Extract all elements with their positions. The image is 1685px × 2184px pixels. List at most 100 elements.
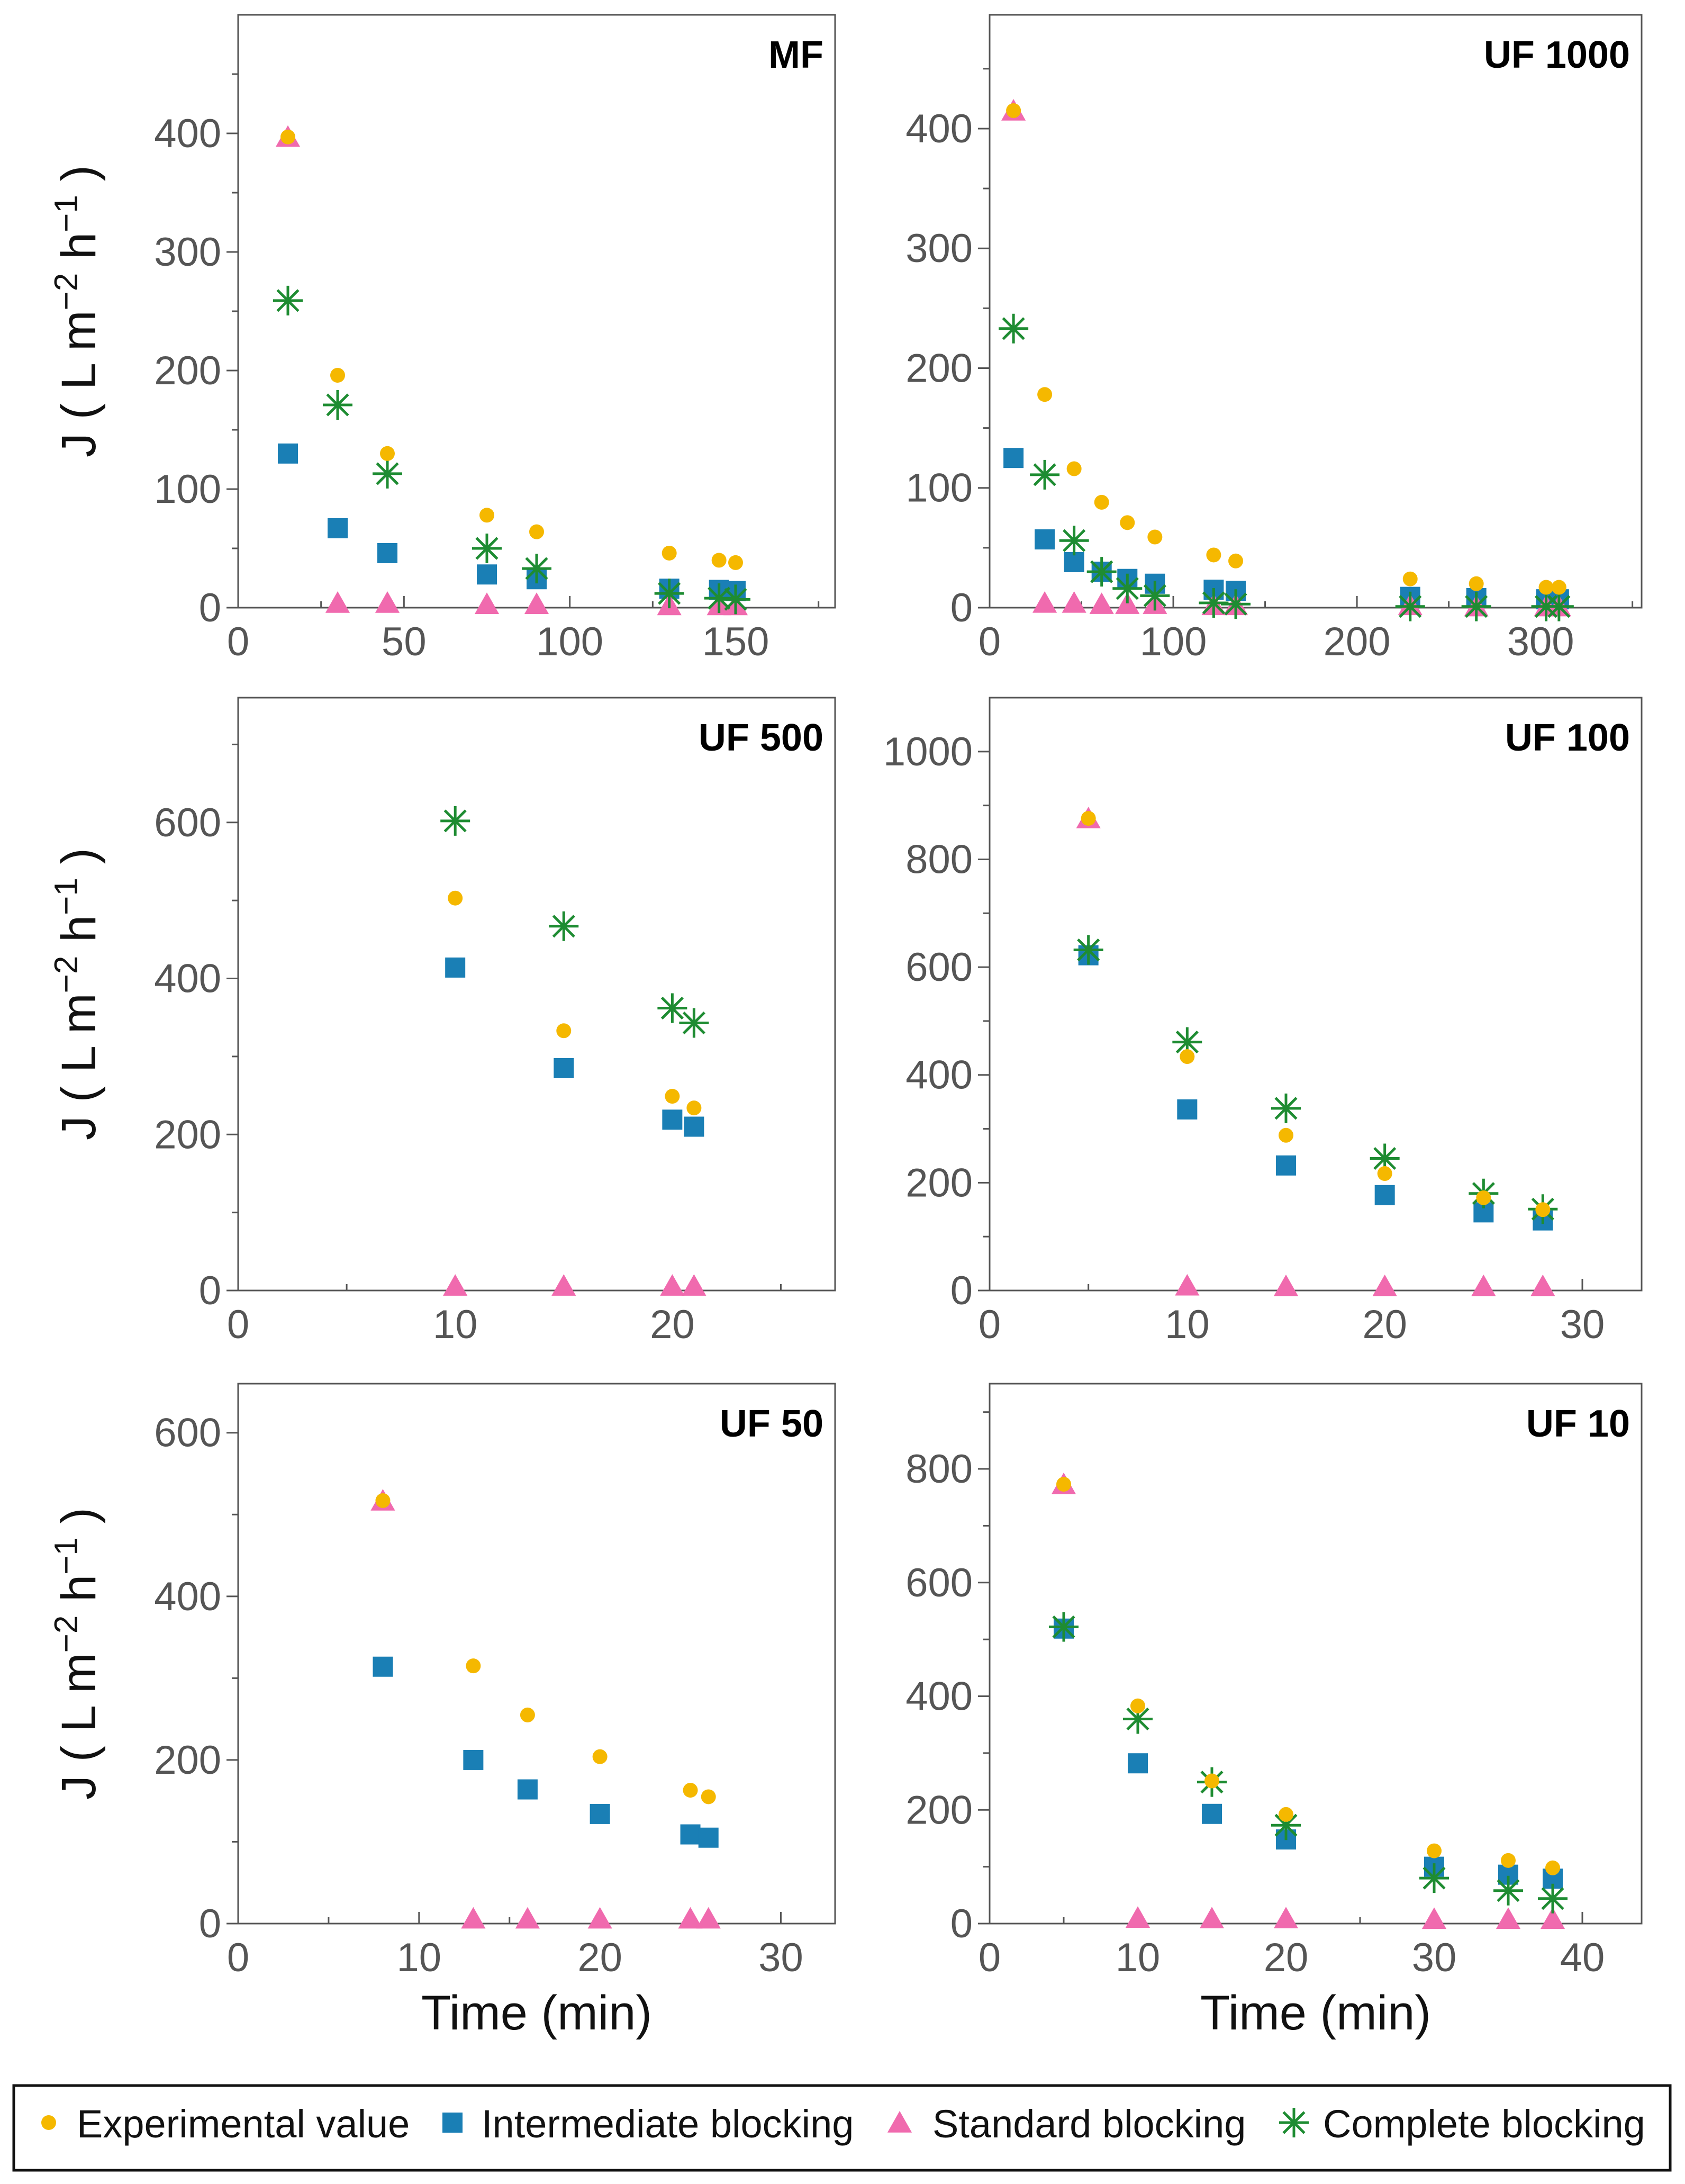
y-tick-label: 0 bbox=[950, 1901, 973, 1946]
experimental-point bbox=[1056, 1477, 1071, 1492]
experimental-point bbox=[1066, 461, 1082, 476]
x-tick-label: 300 bbox=[1507, 619, 1574, 664]
series-standard bbox=[1076, 807, 1555, 1296]
y-tick-label: 200 bbox=[154, 1112, 221, 1157]
y-axis-title: J ( L m−2 h−1 ) bbox=[48, 1508, 106, 1800]
x-tick-label: 20 bbox=[1264, 1935, 1309, 1980]
series-standard bbox=[1001, 99, 1571, 617]
legend-box: Experimental value Intermediate blocking S… bbox=[12, 2084, 1672, 2172]
plot-frame bbox=[237, 1383, 836, 1925]
complete-point bbox=[1059, 526, 1089, 556]
series-standard bbox=[370, 1489, 721, 1929]
series-intermediate bbox=[278, 443, 746, 601]
complete-point bbox=[273, 285, 303, 315]
experimental-point bbox=[662, 545, 677, 561]
x-tick-label: 10 bbox=[433, 1302, 478, 1347]
series-complete bbox=[440, 806, 709, 1038]
standard-point bbox=[1125, 1906, 1150, 1928]
x-tick-label: 20 bbox=[1362, 1302, 1407, 1347]
complete-point bbox=[1049, 1612, 1079, 1642]
x-tick-label: 0 bbox=[227, 619, 249, 664]
experimental-point bbox=[1551, 580, 1566, 595]
plot-frame bbox=[989, 14, 1643, 609]
plot-frame bbox=[989, 1383, 1643, 1925]
intermediate-point bbox=[590, 1803, 610, 1824]
experimental-point bbox=[592, 1749, 608, 1764]
complete-point bbox=[1172, 1027, 1202, 1057]
standard-point bbox=[1372, 1274, 1397, 1296]
x-tick-label: 20 bbox=[650, 1302, 695, 1347]
panel-title: UF 1000 bbox=[1484, 34, 1630, 76]
y-axis-title: J ( L m−2 h−1 ) bbox=[48, 165, 106, 457]
experimental-point bbox=[1081, 811, 1096, 826]
standard-point bbox=[587, 1907, 612, 1929]
x-tick-label: 200 bbox=[1324, 619, 1391, 664]
complete-point bbox=[522, 554, 551, 584]
experimental-point bbox=[683, 1783, 698, 1798]
complete-point bbox=[373, 458, 402, 489]
series-intermediate bbox=[1054, 1618, 1563, 1889]
experimental-point bbox=[280, 129, 295, 145]
y-tick-label: 600 bbox=[154, 800, 221, 845]
experimental-point bbox=[330, 367, 345, 383]
x-axis-title: Time (min) bbox=[1200, 1986, 1431, 2040]
legend-label: Intermediate blocking bbox=[482, 2102, 854, 2146]
y-tick-label: 100 bbox=[154, 467, 221, 512]
standard-point bbox=[1199, 1907, 1225, 1929]
x-tick-label: 100 bbox=[536, 619, 603, 664]
complete-point bbox=[1073, 935, 1103, 965]
series-complete bbox=[999, 313, 1574, 621]
experimental-point bbox=[1037, 387, 1053, 402]
legend-item-intermediate: Intermediate blocking bbox=[442, 2102, 854, 2146]
standard-point bbox=[1530, 1274, 1555, 1296]
experimental-point bbox=[701, 1789, 716, 1804]
complete-point bbox=[472, 534, 502, 563]
intermediate-point bbox=[1177, 1099, 1198, 1120]
standard-point bbox=[1273, 1274, 1299, 1296]
y-tick-label: 600 bbox=[905, 945, 973, 990]
y-tick-label: 400 bbox=[905, 106, 973, 151]
intermediate-point bbox=[377, 543, 397, 563]
experimental-point bbox=[1279, 1807, 1293, 1822]
standard-point bbox=[375, 591, 400, 613]
experimental-point bbox=[479, 508, 494, 523]
x-tick-label: 100 bbox=[1140, 619, 1207, 664]
complete-point bbox=[1123, 1704, 1153, 1734]
experimental-point bbox=[1006, 103, 1021, 119]
standard-point bbox=[678, 1907, 703, 1929]
intermediate-point bbox=[1035, 529, 1055, 550]
experimental-point bbox=[1180, 1049, 1195, 1064]
experimental-point bbox=[556, 1023, 572, 1039]
complete-point bbox=[1030, 459, 1060, 490]
intermediate-point bbox=[662, 1109, 683, 1130]
series-standard bbox=[443, 1274, 706, 1296]
y-tick-label: 0 bbox=[199, 1901, 221, 1946]
standard-point bbox=[551, 1274, 576, 1296]
intermediate-legend-marker bbox=[442, 2113, 463, 2133]
intermediate-point bbox=[477, 564, 497, 585]
standard-point bbox=[1273, 1907, 1299, 1929]
intermediate-point bbox=[278, 443, 298, 464]
complete-point bbox=[1544, 591, 1574, 621]
standard-point bbox=[1032, 591, 1057, 613]
series-complete bbox=[1073, 935, 1558, 1224]
x-tick-label: 10 bbox=[397, 1935, 442, 1980]
complete-point bbox=[1271, 1093, 1301, 1123]
plot-frame bbox=[237, 697, 836, 1292]
complete-point bbox=[1112, 573, 1143, 603]
legend-item-experimental: Experimental value bbox=[41, 2102, 410, 2146]
standard-point bbox=[443, 1274, 468, 1296]
series-experimental bbox=[375, 1493, 716, 1804]
standard-point bbox=[682, 1274, 706, 1296]
intermediate-point bbox=[1128, 1753, 1148, 1774]
x-tick-label: 30 bbox=[1560, 1302, 1605, 1347]
experimental-point bbox=[1469, 576, 1484, 591]
panel-uf-1000: 0 100 200 300 0 100 200 300 400 UF 1000 bbox=[905, 14, 1643, 664]
y-tick-label: 1000 bbox=[883, 729, 973, 774]
x-tick-label: 0 bbox=[227, 1935, 249, 1980]
x-tick-label: 0 bbox=[227, 1302, 249, 1347]
standard-point bbox=[1496, 1907, 1521, 1929]
experimental-point bbox=[1476, 1190, 1491, 1205]
y-tick-label: 200 bbox=[905, 1788, 973, 1833]
